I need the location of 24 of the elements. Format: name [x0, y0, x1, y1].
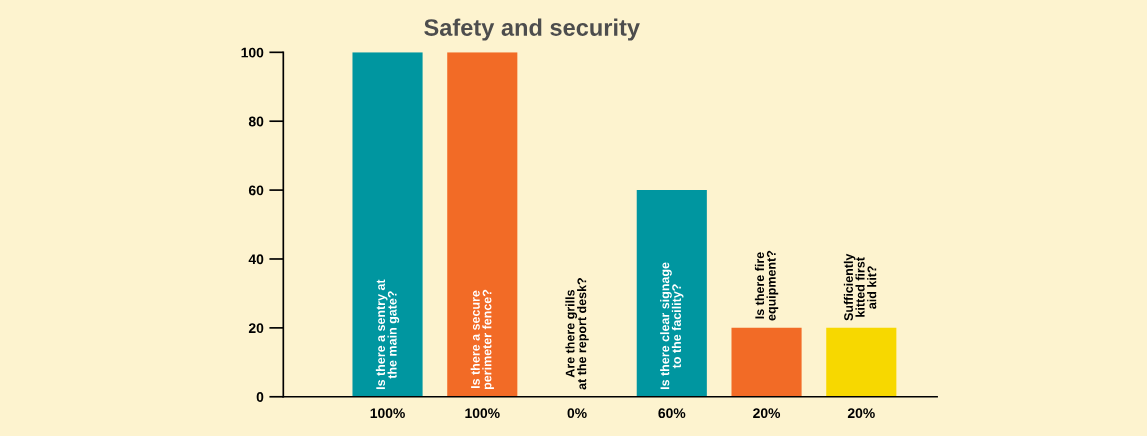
bar	[636, 190, 707, 397]
data-label: 100%	[370, 408, 405, 419]
x-tick-label: Is there a secure perimeter fence?	[470, 289, 494, 390]
data-label: 20%	[753, 408, 781, 419]
bar	[352, 52, 423, 397]
data-label: 20%	[847, 408, 875, 419]
data-label: 0%	[567, 408, 587, 419]
y-tick-label: 0	[256, 392, 264, 402]
bar	[731, 327, 802, 397]
x-tick-label: Is there clear signage to the facility?	[660, 262, 684, 390]
y-tick-label: 40	[248, 254, 264, 265]
y-tick-label: 60	[248, 185, 264, 196]
y-tick-label: 80	[248, 116, 264, 127]
y-tick-label: 20	[248, 323, 264, 334]
bar	[447, 52, 518, 397]
data-label: 100%	[465, 408, 500, 419]
x-tick-label: Is there a sentry at the main gate?	[375, 279, 400, 390]
bar	[826, 327, 897, 397]
x-tick-label: Sufficiently kitted first aid kit?	[843, 253, 877, 321]
x-tick-label: Is there fire equipment?	[754, 250, 779, 321]
data-label: 60%	[658, 408, 686, 419]
y-tick-label: 100	[241, 47, 264, 58]
x-tick-label: Are there grills at the report desk?	[565, 278, 589, 390]
chart-title: Safety and security	[424, 18, 640, 41]
